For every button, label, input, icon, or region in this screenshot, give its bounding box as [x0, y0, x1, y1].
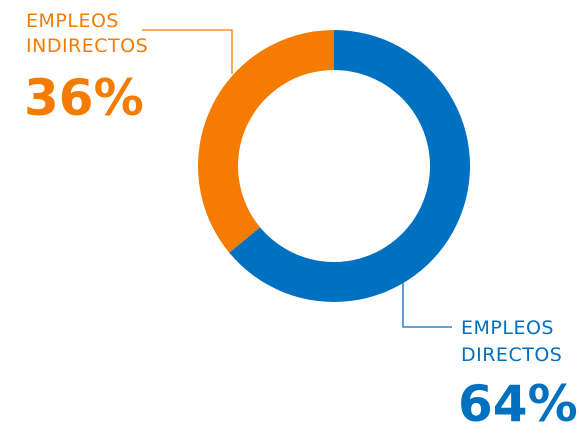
label-indirectos-line2: INDIRECTOS	[26, 35, 149, 57]
donut-slice-directos	[229, 30, 470, 302]
label-directos-line2: DIRECTOS	[461, 344, 563, 366]
leader-line-directos	[402, 282, 452, 328]
donut-slices	[198, 30, 470, 302]
donut-chart	[142, 29, 470, 328]
donut-slice-indirectos	[198, 30, 334, 253]
label-indirectos-percent: 36%	[24, 69, 144, 127]
label-indirectos-line1: EMPLEOS	[26, 10, 119, 32]
leader-lines	[142, 29, 452, 328]
leader-line-indirectos	[142, 29, 233, 74]
label-directos-percent: 64%	[458, 375, 578, 433]
label-directos-line1: EMPLEOS	[461, 317, 554, 339]
